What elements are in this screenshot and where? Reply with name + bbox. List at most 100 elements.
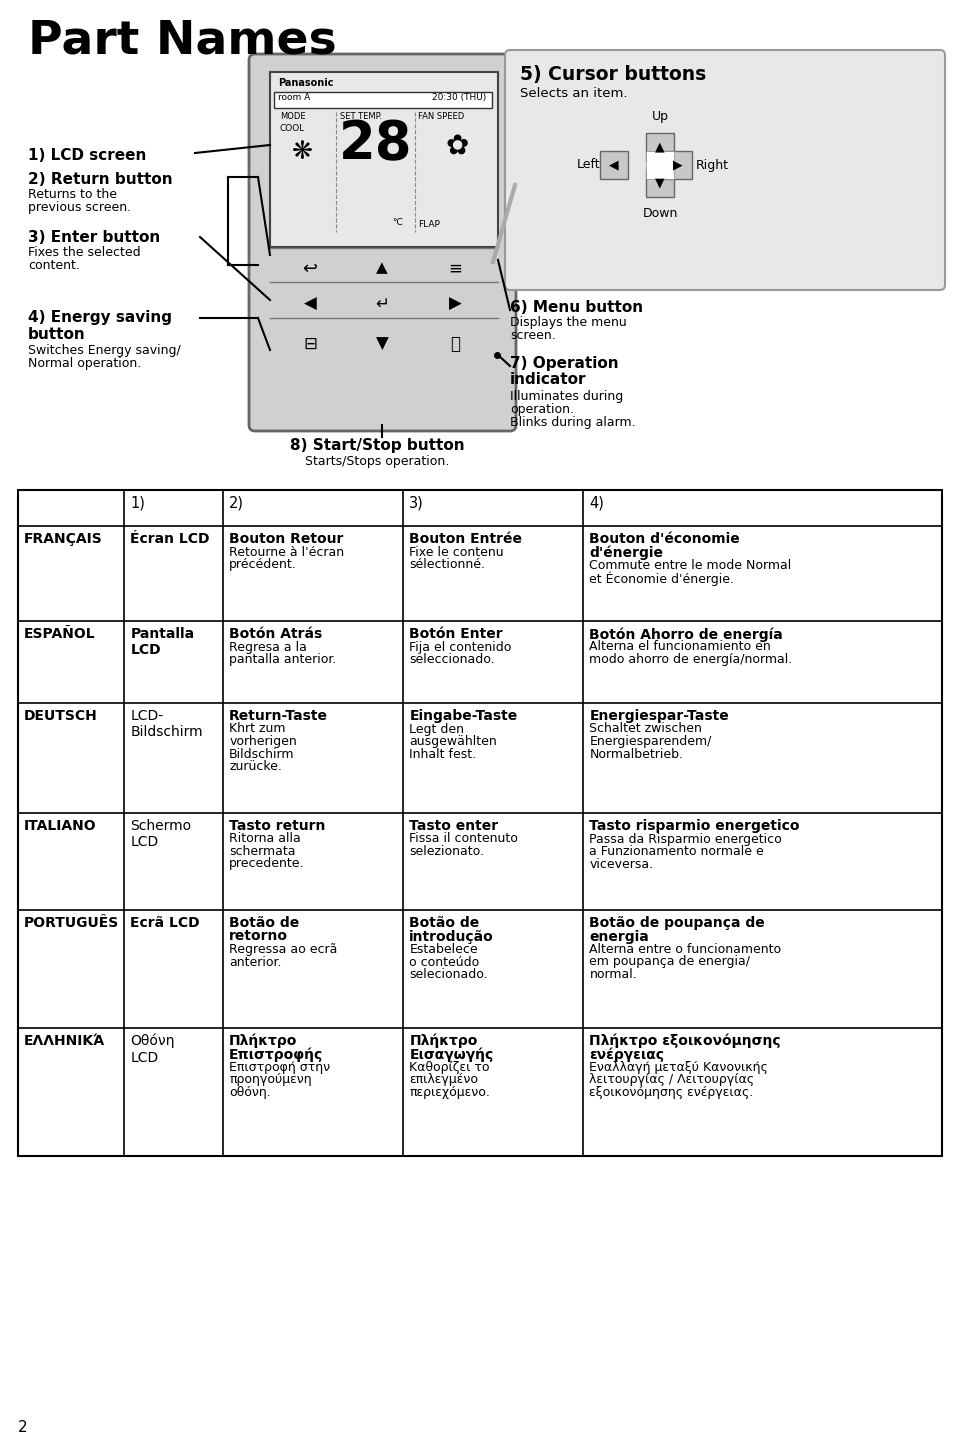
Text: ΕΛΛΗΝΙΚΆ: ΕΛΛΗΝΙΚΆ [24,1035,106,1048]
Text: Blinks during alarm.: Blinks during alarm. [510,416,636,429]
Text: Legt den: Legt den [409,722,465,736]
Text: 1) LCD screen: 1) LCD screen [28,147,146,163]
Text: Down: Down [642,207,678,220]
Text: Καθορίζει το: Καθορίζει το [409,1061,490,1074]
Text: Part Names: Part Names [28,17,337,64]
Text: Returns to the: Returns to the [28,188,117,201]
Bar [646,150,674,179]
FancyBboxPatch shape [249,53,516,431]
Text: Selects an item.: Selects an item. [520,87,628,100]
Text: 1): 1) [131,496,145,512]
Text: Bouton Retour: Bouton Retour [229,532,344,546]
Text: ITALIANO: ITALIANO [24,819,97,832]
Text: Energiespar-Taste: Energiespar-Taste [589,709,730,722]
Text: Botón Atrás: Botón Atrás [229,627,323,642]
Text: et Économie d'énergie.: et Économie d'énergie. [589,572,734,587]
Text: zurücke.: zurücke. [229,760,282,773]
Text: Right: Right [696,159,729,172]
Text: precedente.: precedente. [229,857,304,870]
Text: seleccionado.: seleccionado. [409,653,495,666]
Text: Switches Energy saving/: Switches Energy saving/ [28,344,180,357]
Text: précédent.: précédent. [229,558,297,571]
Text: Tasto risparmio energetico: Tasto risparmio energetico [589,819,800,832]
Text: Bouton d'économie: Bouton d'économie [589,532,740,546]
Text: introdução: introdução [409,929,494,944]
Text: Pantalla
LCD: Pantalla LCD [131,627,194,657]
Bar [664,150,692,179]
Text: 3): 3) [409,496,424,512]
Text: ↩: ↩ [302,260,318,277]
Text: Botón Ahorro de energía: Botón Ahorro de energía [589,627,783,642]
Text: Écran LCD: Écran LCD [131,532,209,546]
Text: Regresa a la: Regresa a la [229,640,307,653]
Text: screen.: screen. [510,329,556,342]
Text: ✿: ✿ [446,131,469,160]
Text: 20:30 (THU): 20:30 (THU) [432,92,486,103]
Text: ≡: ≡ [448,260,462,277]
Text: content.: content. [28,259,80,272]
Text: ⏻: ⏻ [450,335,460,353]
Text: Commute entre le mode Normal: Commute entre le mode Normal [589,559,792,572]
Text: Up: Up [652,110,668,123]
Text: viceversa.: viceversa. [589,857,654,870]
Text: retorno: retorno [229,929,288,944]
Text: Retourne à l'écran: Retourne à l'écran [229,546,345,559]
Text: Alterna entre o funcionamento: Alterna entre o funcionamento [589,944,781,957]
Text: Fissa il contenuto: Fissa il contenuto [409,832,518,845]
FancyBboxPatch shape [505,51,945,290]
Text: pantalla anterior.: pantalla anterior. [229,653,337,666]
Text: προηγούμενη: προηγούμενη [229,1074,312,1087]
Text: Ecrã LCD: Ecrã LCD [131,916,200,931]
Text: εξοικονόμησης ενέργειας.: εξοικονόμησης ενέργειας. [589,1087,754,1100]
Text: Εισαγωγής: Εισαγωγής [409,1048,493,1062]
Text: Schaltet zwischen: Schaltet zwischen [589,722,703,736]
Text: sélectionné.: sélectionné. [409,558,486,571]
Text: Alterna el funcionamiento en: Alterna el funcionamiento en [589,640,771,653]
Text: MODE: MODE [280,113,305,121]
Text: επιλεγμένο: επιλεγμένο [409,1074,478,1087]
Text: Inhalt fest.: Inhalt fest. [409,747,476,760]
Text: Πλήκτρο εξοικονόμησης: Πλήκτρο εξοικονόμησης [589,1035,781,1049]
Text: 4) Energy saving: 4) Energy saving [28,311,172,325]
Text: ▶: ▶ [448,295,462,314]
Text: SET TEMP.: SET TEMP. [340,113,382,121]
Text: ◀: ◀ [303,295,317,314]
Text: em poupança de energia/: em poupança de energia/ [589,955,751,968]
Text: 3) Enter button: 3) Enter button [28,230,160,246]
Text: Illuminates during: Illuminates during [510,390,623,403]
Text: ▲: ▲ [655,140,665,153]
Text: Botão de: Botão de [229,916,300,931]
Text: operation.: operation. [510,403,574,416]
Text: 2) Return button: 2) Return button [28,172,173,186]
Text: Energiesparendem/: Energiesparendem/ [589,736,712,749]
Text: Starts/Stops operation.: Starts/Stops operation. [305,455,449,468]
Text: Estabelece: Estabelece [409,944,478,957]
Text: modo ahorro de energía/normal.: modo ahorro de energía/normal. [589,653,793,666]
Text: Bildschirm: Bildschirm [229,747,295,760]
Text: Passa da Risparmio energetico: Passa da Risparmio energetico [589,832,782,845]
Text: Botão de: Botão de [409,916,480,931]
Text: Panasonic: Panasonic [278,78,333,88]
Text: 2: 2 [18,1420,28,1435]
Text: Bouton Entrée: Bouton Entrée [409,532,522,546]
Bar [646,133,674,160]
Text: Οθόνη
LCD: Οθόνη LCD [131,1035,175,1065]
Text: 5) Cursor buttons: 5) Cursor buttons [520,65,707,84]
Bar [646,169,674,197]
Text: FAN SPEED: FAN SPEED [418,113,465,121]
Text: FRANÇAIS: FRANÇAIS [24,532,103,546]
Text: ▼: ▼ [375,335,389,353]
Bar [270,72,498,247]
Text: ESPAÑOL: ESPAÑOL [24,627,96,642]
Text: Left: Left [576,159,600,172]
Text: Khrt zum: Khrt zum [229,722,286,736]
Text: Regressa ao ecrã: Regressa ao ecrã [229,944,338,957]
Text: 8) Start/Stop button: 8) Start/Stop button [290,438,465,452]
Text: ❋: ❋ [292,140,313,163]
Text: 4): 4) [589,496,605,512]
Text: ↵: ↵ [375,295,389,314]
Text: 7) Operation: 7) Operation [510,355,618,371]
Text: LCD-
Bildschirm: LCD- Bildschirm [131,709,203,740]
Text: ausgewählten: ausgewählten [409,736,497,749]
Text: Normalbetrieb.: Normalbetrieb. [589,747,684,760]
